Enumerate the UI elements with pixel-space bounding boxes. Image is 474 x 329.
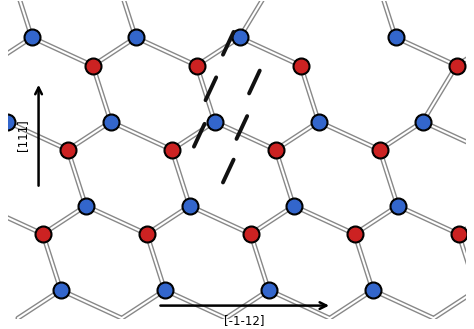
Text: [-1-12]: [-1-12] [225, 314, 265, 327]
Text: [111]: [111] [16, 119, 29, 151]
